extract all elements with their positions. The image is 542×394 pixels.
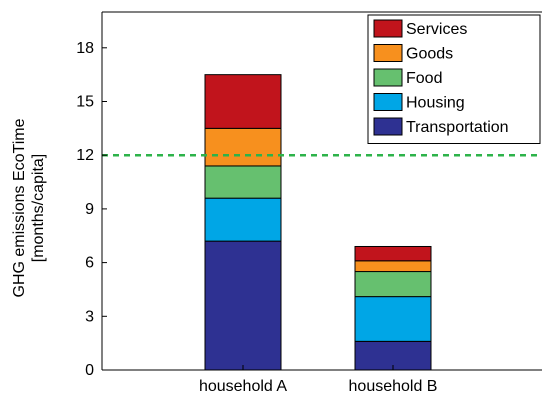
bar-household-b-services xyxy=(354,245,432,262)
legend-label-goods: Goods xyxy=(406,46,453,63)
bar-household-b-housing xyxy=(354,296,432,342)
bar-household-a-goods xyxy=(204,127,282,167)
x-tick-label: household A xyxy=(199,378,287,394)
legend-label-food: Food xyxy=(406,70,442,87)
y-tick-label: 18 xyxy=(76,40,94,57)
plot-area xyxy=(204,74,432,371)
x-tick-label: household B xyxy=(349,378,438,394)
legend-swatch-transportation xyxy=(373,117,403,136)
legend: Services Goods Food Housing Transportation xyxy=(367,14,541,144)
y-tick-label: 6 xyxy=(85,255,94,272)
bar-household-a-services xyxy=(204,74,282,129)
bar-household-a-food xyxy=(204,165,282,199)
legend-label-housing: Housing xyxy=(406,95,465,112)
y-axis-title-line-2: [months/capita] xyxy=(30,154,47,263)
bar-household-a-housing xyxy=(204,197,282,242)
bar-household-a-transportation xyxy=(204,240,282,371)
y-tick-label: 12 xyxy=(76,147,94,164)
axes: 0 3 6 9 12 15 18 household A household B xyxy=(76,11,542,394)
bar-household-b-goods xyxy=(354,260,432,273)
legend-swatch-goods xyxy=(373,44,403,62)
y-tick-label: 3 xyxy=(85,308,94,325)
legend-label-transportation: Transportation xyxy=(406,119,509,136)
y-axis-title-line-1: GHG emissions EcoTime xyxy=(11,118,28,297)
legend-swatch-food xyxy=(373,68,403,87)
bar-household-b-food xyxy=(354,271,432,298)
y-tick-label: 15 xyxy=(76,94,94,111)
legend-label-services: Services xyxy=(406,21,467,38)
y-tick-label: 0 xyxy=(85,362,94,379)
y-tick-label: 9 xyxy=(85,201,94,218)
legend-swatch-services xyxy=(373,19,403,38)
legend-swatch-housing xyxy=(373,93,403,111)
